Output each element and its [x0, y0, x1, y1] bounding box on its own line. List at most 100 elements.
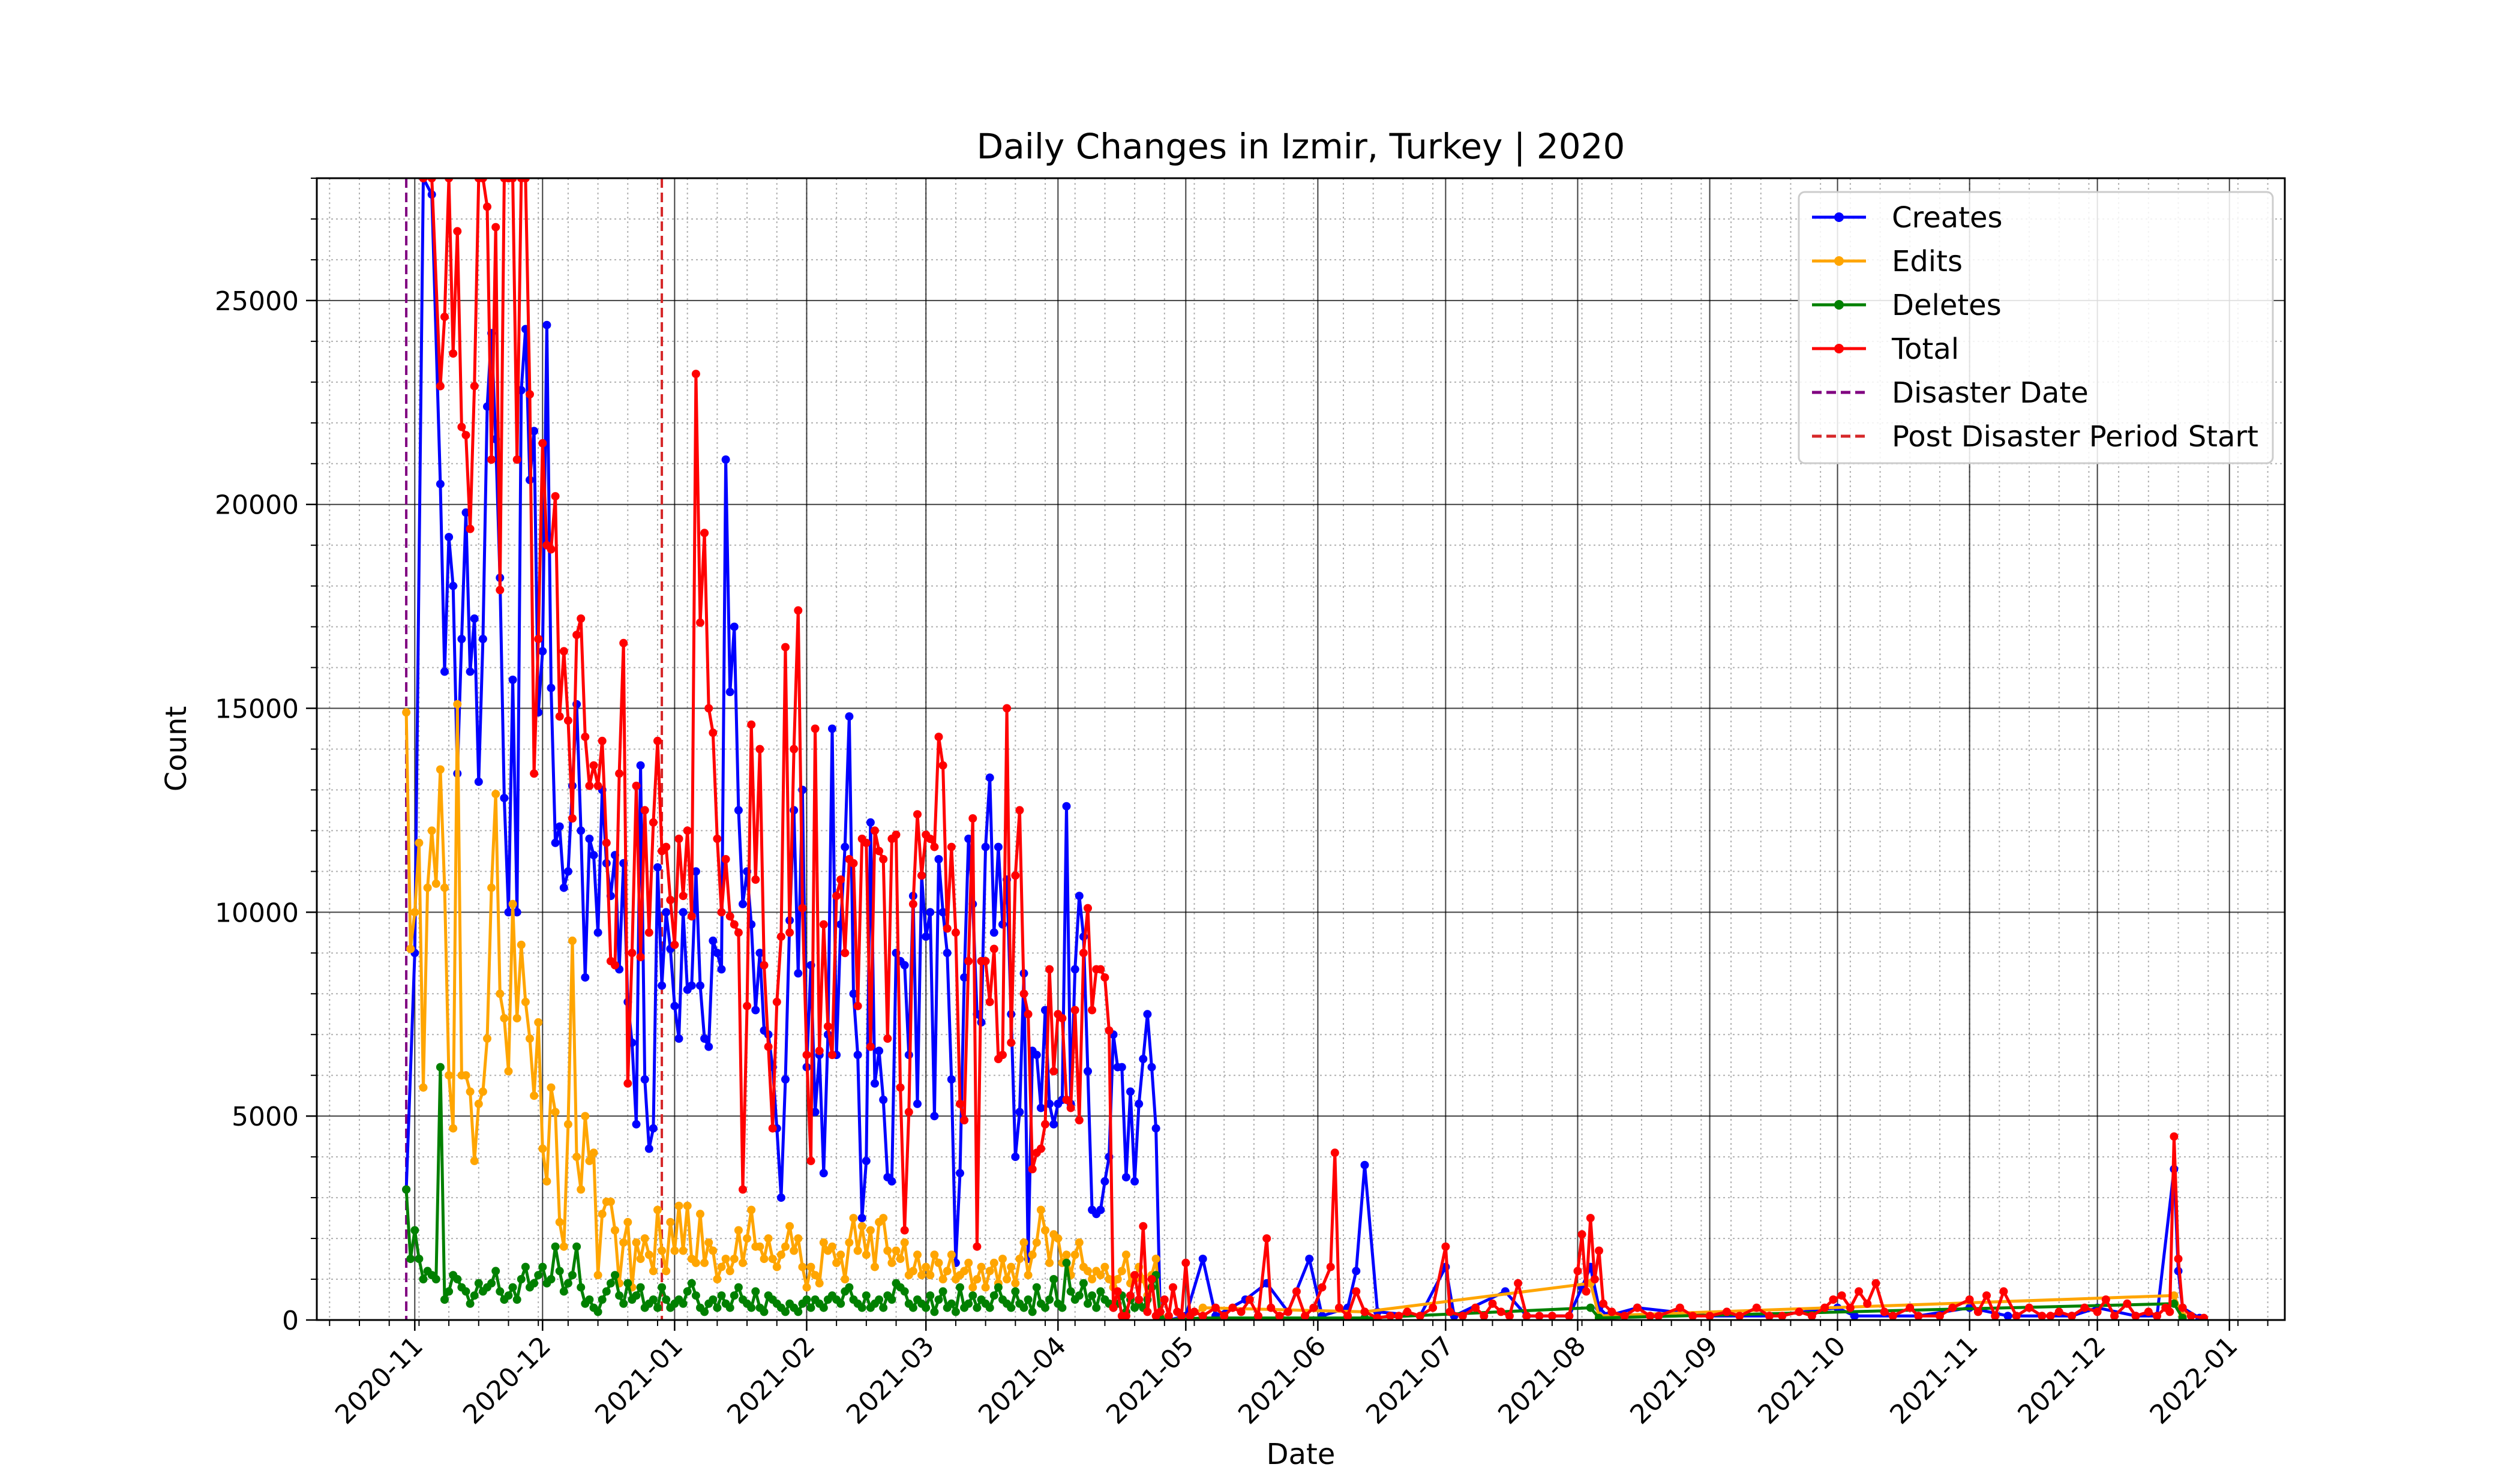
point-total: [794, 606, 803, 615]
point-edits: [683, 1201, 692, 1210]
point-edits: [581, 1112, 590, 1121]
point-deletes: [1096, 1287, 1105, 1296]
point-edits: [474, 1099, 483, 1108]
point-deletes: [572, 1242, 581, 1251]
point-total: [1999, 1287, 2008, 1296]
point-total: [559, 647, 568, 656]
point-edits: [1088, 1275, 1097, 1283]
point-total: [1275, 1312, 1284, 1320]
point-total: [998, 1051, 1007, 1060]
point-total: [785, 928, 794, 937]
point-deletes: [730, 1291, 739, 1300]
point-edits: [662, 1267, 671, 1276]
point-total: [636, 953, 645, 962]
point-edits: [406, 944, 415, 953]
point-creates: [1011, 1153, 1020, 1162]
point-creates: [926, 908, 935, 917]
point-edits: [734, 1226, 743, 1235]
point-total: [802, 1051, 811, 1060]
point-edits: [879, 1214, 888, 1223]
point-total: [1535, 1312, 1544, 1320]
point-total: [943, 924, 952, 933]
point-edits: [402, 708, 411, 717]
point-deletes: [636, 1283, 645, 1292]
point-total: [2186, 1312, 2195, 1320]
point-total: [1121, 1312, 1130, 1320]
point-edits: [644, 1250, 653, 1259]
point-deletes: [845, 1283, 854, 1292]
point-total: [2080, 1303, 2089, 1312]
point-total: [739, 1185, 747, 1194]
point-edits: [619, 1238, 628, 1247]
legend-box: [1798, 191, 2274, 464]
point-deletes: [908, 1303, 917, 1312]
point-total: [1982, 1291, 1991, 1300]
point-total: [1169, 1283, 1177, 1292]
point-deletes: [683, 1287, 692, 1296]
point-edits: [547, 1083, 556, 1092]
point-total: [1752, 1303, 1761, 1312]
point-deletes: [1586, 1303, 1595, 1312]
point-deletes: [623, 1279, 632, 1288]
point-deletes: [440, 1295, 449, 1304]
point-creates: [662, 908, 671, 917]
point-edits: [606, 1197, 615, 1206]
point-creates: [1100, 1177, 1109, 1186]
x-tick-label: 2021-08: [1492, 1331, 1592, 1430]
point-total: [1100, 973, 1109, 982]
point-creates: [717, 965, 726, 974]
point-total: [512, 455, 521, 464]
point-total: [696, 618, 704, 627]
point-edits: [934, 1258, 943, 1267]
point-total: [1471, 1303, 1480, 1312]
point-edits: [760, 1255, 769, 1264]
point-creates: [841, 842, 850, 851]
point-total: [2068, 1312, 2076, 1320]
x-tick-label: 2021-03: [841, 1331, 940, 1430]
point-total: [892, 830, 901, 839]
point-total: [572, 631, 581, 640]
point-total: [1309, 1303, 1318, 1312]
point-deletes: [951, 1307, 960, 1316]
point-total: [1573, 1267, 1582, 1276]
x-axis-label: Date: [1267, 1438, 1336, 1470]
point-creates: [828, 724, 836, 733]
point-total: [2200, 1313, 2209, 1320]
point-total: [674, 835, 683, 843]
point-edits: [691, 1258, 700, 1267]
point-creates: [559, 883, 568, 892]
point-total: [2054, 1307, 2063, 1316]
point-edits: [849, 1214, 858, 1223]
point-edits: [500, 1014, 509, 1023]
point-total: [1863, 1299, 1872, 1308]
point-total: [679, 892, 688, 901]
point-total: [1084, 904, 1092, 913]
point-deletes: [431, 1275, 440, 1283]
point-total: [985, 997, 994, 1006]
point-creates: [938, 908, 947, 917]
point-creates: [1147, 1063, 1156, 1072]
point-total: [1846, 1303, 1855, 1312]
point-edits: [1007, 1262, 1016, 1271]
point-edits: [1096, 1271, 1105, 1280]
point-total: [1577, 1230, 1586, 1239]
point-creates: [956, 1169, 964, 1178]
point-total: [666, 896, 675, 904]
point-total: [662, 842, 671, 851]
point-deletes: [1062, 1258, 1071, 1267]
point-edits: [466, 1087, 475, 1096]
point-deletes: [1049, 1275, 1058, 1283]
point-total: [896, 1083, 905, 1092]
point-deletes: [794, 1307, 803, 1316]
point-deletes: [1045, 1295, 1054, 1304]
point-total: [649, 818, 658, 827]
point-total: [2110, 1312, 2119, 1320]
point-edits: [908, 1267, 917, 1276]
point-total: [2012, 1312, 2021, 1320]
point-creates: [900, 961, 909, 970]
point-total: [700, 529, 709, 538]
point-total: [577, 614, 586, 623]
point-edits: [1084, 1267, 1092, 1276]
point-creates: [589, 851, 598, 860]
